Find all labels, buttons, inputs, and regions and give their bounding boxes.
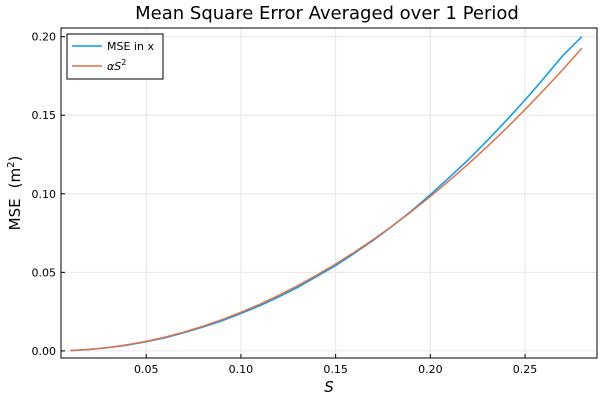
legend-label-mse: MSE in x [107,40,154,53]
y-axis-label: MSE (m2) [6,156,24,231]
series-layer [70,36,583,352]
y-tick-label: 0.05 [32,266,57,279]
plot-frame [60,27,598,359]
y-tick-label: 0.00 [32,345,57,358]
series-line-alpha-s2 [70,47,583,352]
y-axis-label-main: MSE [6,198,24,230]
chart-title: Mean Square Error Averaged over 1 Period [135,3,519,24]
grid [61,28,597,358]
x-tick-label: 0.05 [134,363,159,376]
legend-label-alpha: αS2 [107,58,126,73]
y-tick-label: 0.20 [32,31,57,44]
y-axis-label-unit-exp: 2 [6,162,17,168]
x-tick-label: 0.10 [229,363,254,376]
x-axis-label: S [324,378,334,396]
x-tick-label: 0.15 [323,363,348,376]
legend: MSE in x αS2 [66,33,164,80]
legend-box [66,33,164,80]
y-tick-label: 0.10 [32,188,57,201]
legend-label-alpha-prefix: α [107,60,115,73]
y-axis-ticks: 0.00 0.05 0.10 0.15 0.20 [32,31,65,358]
y-axis-label-unit-close: ) [6,156,24,162]
y-axis-label-unit-open: (m [6,168,24,188]
legend-label-alpha-base: S [114,60,121,73]
legend-label-alpha-exp: 2 [121,58,126,67]
x-tick-label: 0.25 [513,363,538,376]
x-axis-ticks: 0.05 0.10 0.15 0.20 0.25 [134,354,537,376]
x-tick-label: 0.20 [418,363,443,376]
y-tick-label: 0.15 [32,109,57,122]
